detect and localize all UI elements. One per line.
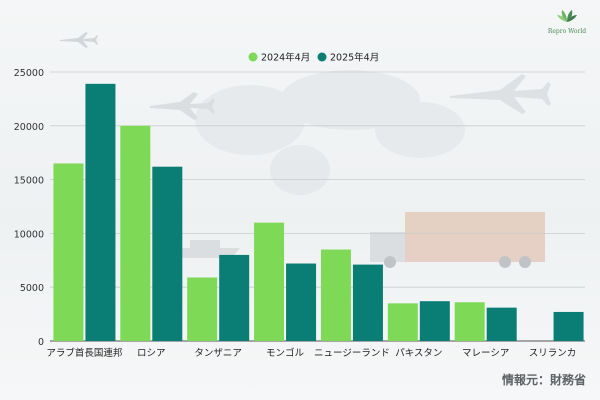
bar xyxy=(454,302,485,341)
bar xyxy=(286,263,317,341)
bar xyxy=(419,301,450,341)
x-tick-label: ロシア xyxy=(137,348,166,359)
legend: 2024年4月 2025年4月 xyxy=(248,52,379,64)
source-label: 情報元：財務省 xyxy=(501,373,586,387)
logo: Repro World xyxy=(544,8,590,35)
x-tick-label: スリランカ xyxy=(529,348,577,359)
x-tick-label: ニュージーランド xyxy=(314,348,390,359)
x-tick-label: パキスタン xyxy=(395,348,442,359)
bar xyxy=(219,254,250,341)
x-tick-label: マレーシア xyxy=(462,348,509,359)
airplane-icon xyxy=(450,74,551,114)
y-tick-label: 5000 xyxy=(20,283,44,294)
legend-marker xyxy=(317,52,327,62)
bar xyxy=(53,163,84,341)
x-tick-label: タンザニア xyxy=(194,348,242,359)
x-tick-label: モンゴル xyxy=(266,347,305,359)
y-axis-ticks: 0 5000 10000 15000 20000 25000 xyxy=(14,68,44,348)
bar xyxy=(320,249,351,341)
bar xyxy=(352,264,383,341)
truck-icon xyxy=(370,212,545,268)
x-axis-ticks: アラブ首長国連邦 ロシア タンザニア モンゴル ニュージーランド パキスタン マレーシア スリ… xyxy=(46,347,576,359)
y-tick-label: 0 xyxy=(38,337,44,348)
legend-label: 2025年4月 xyxy=(330,52,379,64)
x-tick-label: アラブ首長国連邦 xyxy=(46,347,123,359)
bar xyxy=(486,307,517,341)
y-tick-label: 15000 xyxy=(14,176,44,187)
bar xyxy=(553,311,584,341)
bars xyxy=(53,83,584,341)
bar xyxy=(152,166,183,341)
bar xyxy=(387,303,418,341)
lotus-leaf-icon xyxy=(557,10,577,22)
bar xyxy=(254,222,285,341)
airplane-icon xyxy=(150,92,215,120)
y-tick-label: 20000 xyxy=(14,122,44,133)
world-map-dots xyxy=(195,70,465,195)
legend-label: 2024年4月 xyxy=(261,52,310,64)
y-tick-label: 10000 xyxy=(14,229,44,240)
bar xyxy=(187,277,218,341)
logo-text: Repro World xyxy=(547,28,587,35)
bar xyxy=(85,83,116,341)
y-tick-label: 25000 xyxy=(14,68,44,79)
bar xyxy=(120,125,151,341)
background-illustration xyxy=(60,32,551,268)
legend-marker xyxy=(248,52,258,62)
airplane-icon xyxy=(60,32,98,48)
